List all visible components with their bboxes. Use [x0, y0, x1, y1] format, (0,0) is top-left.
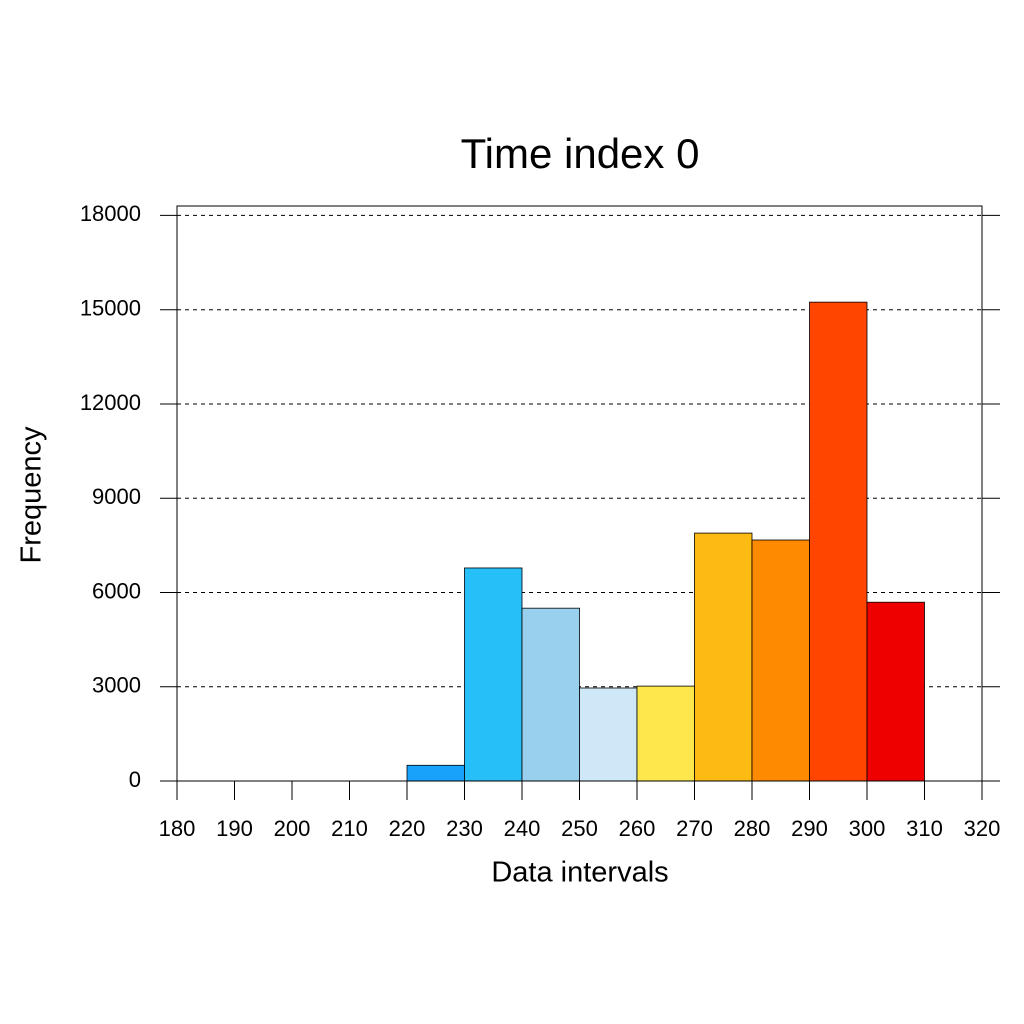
y-tick-label: 12000	[80, 390, 141, 415]
x-tick-label: 230	[446, 816, 483, 841]
x-tick-label: 300	[849, 816, 886, 841]
x-tick-label: 280	[734, 816, 771, 841]
bar	[521, 607, 580, 782]
x-tick-label: 200	[274, 816, 311, 841]
y-tick-label: 0	[129, 767, 141, 792]
bar	[694, 532, 753, 782]
y-tick-label: 3000	[92, 673, 141, 698]
x-tick-label: 320	[964, 816, 1001, 841]
x-tick-label: 210	[331, 816, 368, 841]
bar	[636, 685, 695, 782]
bar	[579, 687, 638, 782]
x-tick-label: 310	[906, 816, 943, 841]
bar	[809, 301, 868, 782]
x-tick-label: 180	[159, 816, 196, 841]
bar	[751, 539, 810, 782]
y-tick-label: 6000	[92, 578, 141, 603]
chart-title: Time index 0	[461, 130, 700, 177]
x-tick-label: 250	[561, 816, 598, 841]
x-tick-label: 270	[676, 816, 713, 841]
y-tick-label: 9000	[92, 484, 141, 509]
y-tick-label: 15000	[80, 296, 141, 321]
y-axis-label: Frequency	[16, 426, 48, 564]
x-axis-label: Data intervals	[491, 857, 668, 889]
x-tick-label: 290	[791, 816, 828, 841]
x-tick-label: 260	[619, 816, 656, 841]
bar	[464, 567, 523, 782]
x-tick-label: 190	[216, 816, 253, 841]
y-tick-label: 18000	[80, 201, 141, 226]
x-tick-label: 240	[504, 816, 541, 841]
bar	[866, 601, 925, 782]
bar	[406, 764, 465, 782]
x-tick-label: 220	[389, 816, 426, 841]
